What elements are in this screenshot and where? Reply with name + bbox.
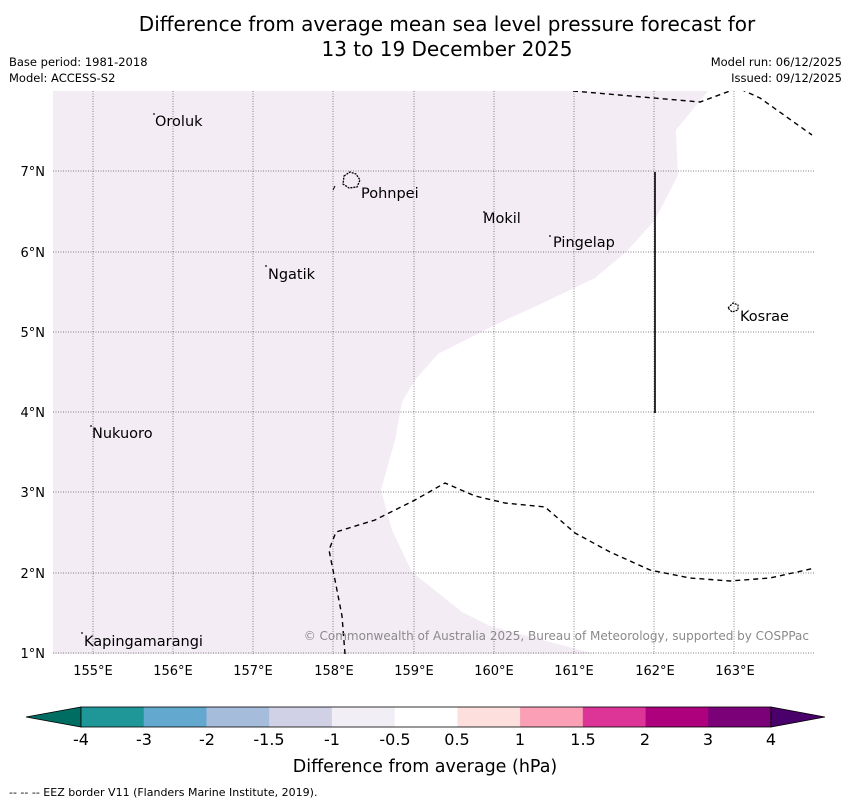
lat-label: 4°N xyxy=(21,406,46,421)
lat-label: 5°N xyxy=(21,326,46,341)
lon-label: 157°E xyxy=(233,664,273,679)
lat-label: 3°N xyxy=(21,486,46,501)
colorbar-extend-high xyxy=(770,706,826,728)
colorbar-tick: -4 xyxy=(73,730,89,749)
lon-label: 159°E xyxy=(394,664,434,679)
place-kosrae: Kosrae xyxy=(740,309,789,325)
lat-label: 6°N xyxy=(21,246,46,261)
lon-label: 161°E xyxy=(554,664,594,679)
colorbar-segment xyxy=(520,707,584,727)
eez-border-north xyxy=(572,91,813,136)
colorbar-segment xyxy=(394,707,458,727)
colorbar-frame xyxy=(80,706,772,728)
lat-label: 2°N xyxy=(21,567,46,582)
lat-axis: 7°N 6°N 5°N 4°N 3°N 2°N 1°N xyxy=(21,165,46,662)
meta-left: Base period: 1981-2018 Model: ACCESS-S2 xyxy=(9,54,148,86)
colorbar-segment xyxy=(269,707,333,727)
colorbar-extend-low xyxy=(25,706,82,728)
lon-label: 156°E xyxy=(153,664,193,679)
colorbar-tick: 1 xyxy=(515,730,525,749)
colorbar-tick: -1 xyxy=(324,730,340,749)
place-ngatik: Ngatik xyxy=(268,267,316,283)
title-line-1: Difference from average mean sea level p… xyxy=(138,12,756,36)
meta-right: Model run: 06/12/2025 Issued: 09/12/2025 xyxy=(711,54,842,86)
title-line-2: 13 to 19 December 2025 xyxy=(321,37,573,61)
nukuoro-marker xyxy=(90,425,92,427)
colorbar-tick: -1.5 xyxy=(253,730,284,749)
place-pingelap: Pingelap xyxy=(553,235,615,251)
colorbar-tick: -2 xyxy=(199,730,215,749)
colorbar-tick: 0.5 xyxy=(444,730,469,749)
colorbar-tick: -3 xyxy=(136,730,152,749)
issued-date: Issued: 09/12/2025 xyxy=(731,71,842,85)
lon-label: 155°E xyxy=(73,664,113,679)
place-mokil: Mokil xyxy=(483,211,521,227)
lon-label: 163°E xyxy=(715,664,755,679)
map-title: Difference from average mean sea level p… xyxy=(0,12,850,62)
kapingamarangi-marker xyxy=(81,632,83,634)
map-area xyxy=(53,91,815,654)
colorbar-ticks: -4 -3 -2 -1.5 -1 -0.5 0.5 1 1.5 2 3 4 xyxy=(73,730,776,749)
pingelap-marker xyxy=(549,235,551,237)
colorbar-tick: 2 xyxy=(640,730,650,749)
oroluk-marker xyxy=(153,113,155,115)
model-name: Model: ACCESS-S2 xyxy=(9,71,116,85)
colorbar-tick: 1.5 xyxy=(570,730,595,749)
lat-label: 7°N xyxy=(21,165,46,180)
colorbar-label: Difference from average (hPa) xyxy=(293,757,558,777)
copyright-notice: © Commonwealth of Australia 2025, Bureau… xyxy=(304,629,809,643)
colorbar-segment xyxy=(457,707,521,727)
place-pohnpei: Pohnpei xyxy=(361,186,419,202)
lon-axis: 155°E 156°E 157°E 158°E 159°E 160°E 161°… xyxy=(73,664,755,679)
model-run: Model run: 06/12/2025 xyxy=(710,55,842,69)
lat-label: 1°N xyxy=(21,647,46,662)
place-nukuoro: Nukuoro xyxy=(92,426,153,442)
colorbar-tick: -0.5 xyxy=(379,730,410,749)
place-labels: Oroluk Pohnpei Mokil Pingelap Ngatik Kos… xyxy=(84,114,789,650)
graticule xyxy=(53,91,815,654)
anomaly-shading xyxy=(53,91,708,654)
pohnpei-atoll-mark xyxy=(332,185,336,191)
pohnpei-island xyxy=(342,171,361,189)
colorbar-tick: 3 xyxy=(703,730,713,749)
colorbar-segment xyxy=(206,707,270,727)
lon-label: 162°E xyxy=(635,664,675,679)
eez-legend: -- -- -- EEZ border V11 (Flanders Marine… xyxy=(9,786,318,799)
mokil-marker xyxy=(483,211,485,213)
colorbar-segment xyxy=(708,707,772,727)
island-markers xyxy=(81,113,551,634)
place-oroluk: Oroluk xyxy=(155,114,203,130)
kosrae-island xyxy=(727,302,739,313)
eez-borders xyxy=(328,91,815,654)
colorbar-segment xyxy=(331,707,395,727)
lon-label: 160°E xyxy=(474,664,514,679)
colorbar-segment xyxy=(645,707,709,727)
place-kapingamarangi: Kapingamarangi xyxy=(84,634,203,650)
colorbar-tick: 4 xyxy=(766,730,776,749)
colorbar-segment xyxy=(81,707,145,727)
colorbar-segment xyxy=(582,707,646,727)
ngatik-marker xyxy=(265,265,267,267)
colorbar-segment xyxy=(143,707,207,727)
lon-label: 158°E xyxy=(314,664,354,679)
eez-border-south xyxy=(328,482,815,654)
base-period: Base period: 1981-2018 xyxy=(9,55,148,69)
colorbar xyxy=(25,706,826,728)
